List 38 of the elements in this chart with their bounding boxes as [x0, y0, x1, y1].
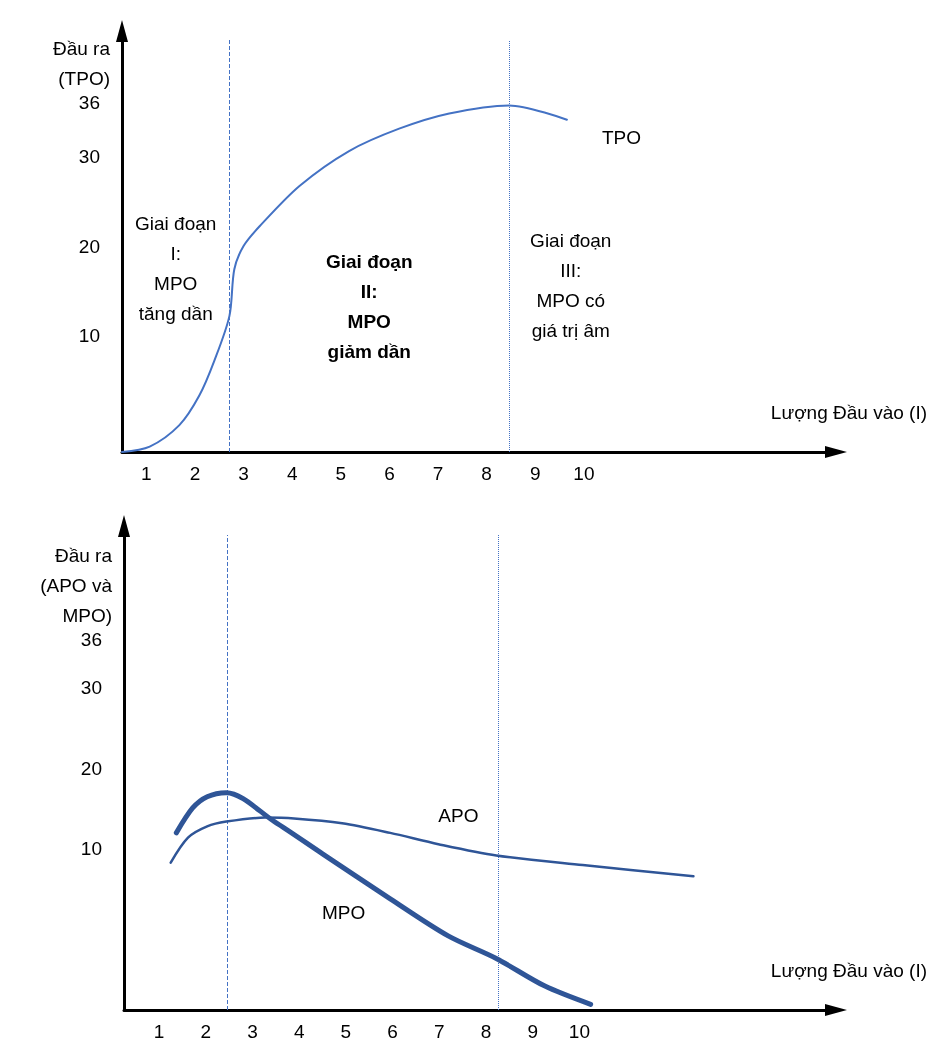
- x-tick-label: 10: [573, 463, 595, 484]
- x-tick-label: 8: [481, 463, 492, 484]
- series-label: TPO: [601, 127, 641, 149]
- x-tick-label: 7: [432, 463, 444, 484]
- annotation: Giai đoạn II: MPO giảm dần: [325, 250, 413, 362]
- y-tick-label: 10: [78, 325, 100, 347]
- x-tick-label: 3: [247, 1021, 258, 1042]
- y-tick-label: 10: [80, 838, 102, 860]
- y-axis-title: Đầu ra (TPO): [52, 37, 111, 89]
- x-tick-label: 2: [189, 463, 201, 484]
- series-label: APO: [438, 805, 479, 827]
- x-tick-label: 7: [434, 1021, 445, 1042]
- x-tick-label: 5: [335, 463, 347, 484]
- x-axis-title: Lượng Đầu vào (I): [770, 960, 927, 981]
- annotation: Giai đoạn I: MPO tăng dần: [135, 213, 217, 325]
- x-tick-label: 2: [200, 1021, 212, 1042]
- x-tick-label: 3: [238, 463, 249, 484]
- x-tick-label: 8: [480, 1021, 492, 1042]
- y-tick-label: 36: [78, 92, 100, 114]
- y-tick-label: 30: [78, 145, 100, 167]
- x-tick-label: 10: [568, 1021, 590, 1042]
- series-label: MPO: [321, 902, 366, 924]
- x-axis-title: Lượng Đầu vào (I): [770, 402, 927, 423]
- x-tick-label: 4: [293, 1021, 305, 1042]
- y-axis-title: Đầu ra (APO và MPO): [40, 544, 113, 626]
- annotation: Giai đoạn III: MPO có giá trị âm: [530, 229, 612, 341]
- x-tick-label: 4: [286, 463, 298, 484]
- x-tick-label: 6: [387, 1021, 398, 1042]
- y-tick-label: 36: [80, 629, 102, 651]
- x-tick-label: 6: [384, 463, 395, 484]
- x-tick-label: 9: [529, 463, 541, 484]
- x-tick-label: 1: [153, 1021, 165, 1042]
- x-tick-label: 1: [141, 463, 152, 484]
- y-tick-label: 20: [78, 235, 100, 257]
- y-tick-label: 30: [80, 677, 102, 699]
- y-tick-label: 20: [80, 757, 102, 779]
- x-tick-label: 9: [527, 1021, 539, 1042]
- x-tick-label: 5: [340, 1021, 352, 1042]
